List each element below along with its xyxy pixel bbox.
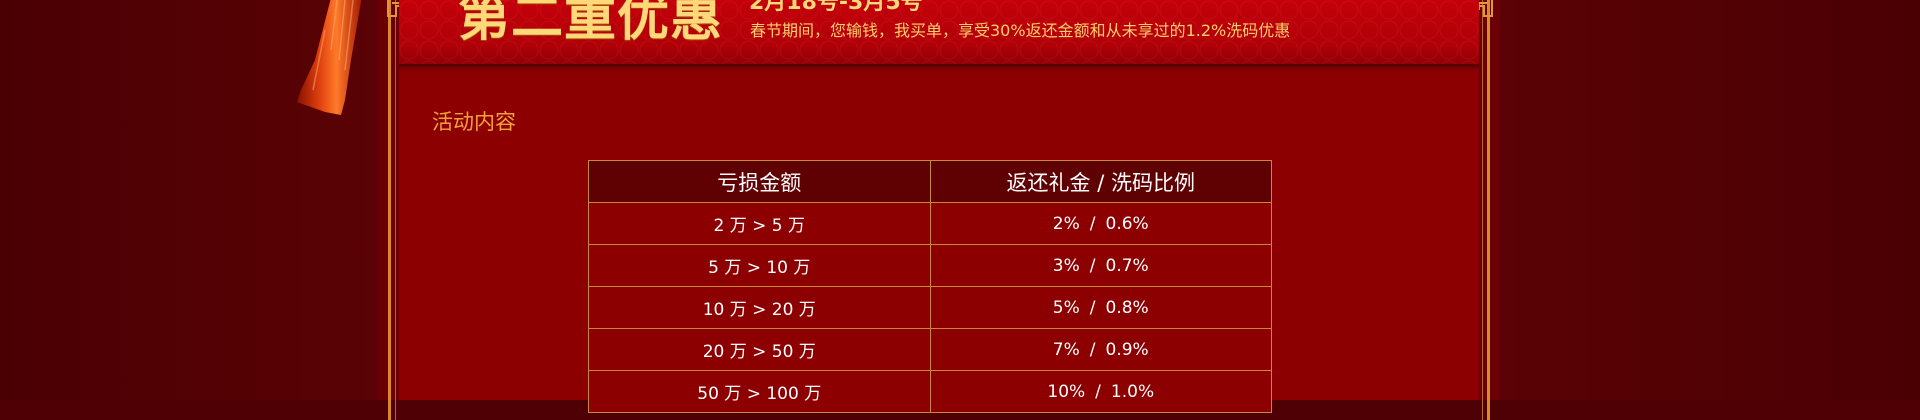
column-header-rebate: 返还礼金 / 洗码比例 xyxy=(929,160,1272,203)
rebate-cell: 10% / 1.0% xyxy=(929,370,1272,413)
loss-cell: 5 万 > 10 万 xyxy=(588,244,931,287)
promo-title: 第二重优惠 xyxy=(458,0,724,48)
corner-ornament-right-icon xyxy=(1473,0,1493,17)
bonus-value: 2% xyxy=(1052,213,1080,234)
header-shadow xyxy=(399,64,1479,72)
panel-frame-outer xyxy=(388,0,1490,420)
bonus-value: 5% xyxy=(1052,297,1080,318)
rate-separator: / xyxy=(1089,213,1096,234)
loss-cell: 10 万 > 20 万 xyxy=(588,286,931,329)
rebate-cell: 3% / 0.7% xyxy=(929,244,1272,287)
wash-value: 1.0% xyxy=(1110,381,1155,402)
table-row: 2 万 > 5 万 2% / 0.6% xyxy=(588,202,1272,245)
rate-separator: / xyxy=(1095,381,1101,402)
table-row: 5 万 > 10 万 3% / 0.7% xyxy=(588,244,1272,287)
wash-value: 0.6% xyxy=(1105,213,1149,234)
tassel-icon xyxy=(297,0,362,115)
promo-header-band xyxy=(399,0,1479,66)
loss-cell: 2 万 > 5 万 xyxy=(588,202,931,245)
table-header-row: 亏损金额 返还礼金 / 洗码比例 xyxy=(588,160,1272,203)
wash-value: 0.8% xyxy=(1105,297,1149,318)
loss-cell: 20 万 > 50 万 xyxy=(588,328,931,371)
table-row: 20 万 > 50 万 7% / 0.9% xyxy=(588,328,1272,371)
panel-frame-inner xyxy=(395,0,1483,420)
section-heading: 活动内容 xyxy=(432,110,516,134)
bonus-value: 3% xyxy=(1052,255,1080,276)
rate-separator: / xyxy=(1089,339,1096,360)
promo-description: 春节期间，您输钱，我买单，享受30%返还金额和从未享过的1.2%洗码优惠 xyxy=(750,21,1291,40)
rebate-cell: 2% / 0.6% xyxy=(929,202,1272,245)
background-right xyxy=(1500,0,1920,400)
table-row: 50 万 > 100 万 10% / 1.0% xyxy=(588,370,1272,413)
rate-separator: / xyxy=(1089,297,1096,318)
column-header-loss: 亏损金额 xyxy=(588,160,931,203)
rebate-table: 亏损金额 返还礼金 / 洗码比例 2 万 > 5 万 2% / 0.6% 5 万 >… xyxy=(588,160,1272,413)
bonus-value: 7% xyxy=(1052,339,1080,360)
header-pattern xyxy=(399,0,1479,64)
rate-separator: / xyxy=(1089,255,1096,276)
rebate-cell: 5% / 0.8% xyxy=(929,286,1272,329)
promo-date-range: 2月18号-3月5号 xyxy=(749,0,923,15)
bonus-value: 10% xyxy=(1047,381,1086,402)
wash-value: 0.9% xyxy=(1105,339,1149,360)
loss-cell: 50 万 > 100 万 xyxy=(588,370,931,413)
table-row: 10 万 > 20 万 5% / 0.8% xyxy=(588,286,1272,329)
rebate-cell: 7% / 0.9% xyxy=(929,328,1272,371)
wash-value: 0.7% xyxy=(1105,255,1149,276)
